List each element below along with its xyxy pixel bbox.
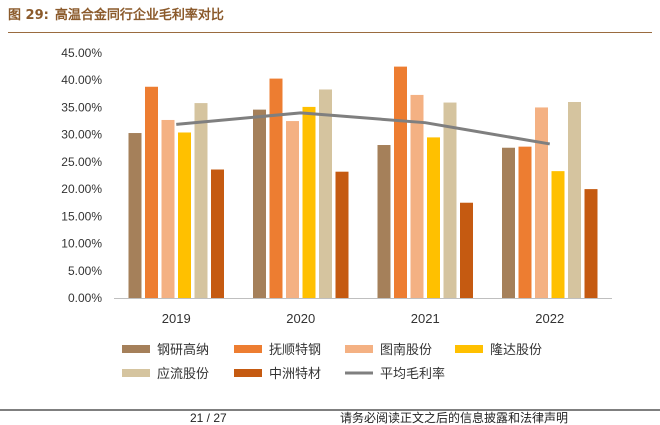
bar-2020-抚顺特钢 — [270, 79, 283, 298]
bar-2019-图南股份 — [162, 120, 175, 298]
bar-2022-隆达股份 — [552, 171, 565, 298]
y-tick-label: 10.00% — [61, 237, 102, 251]
legend-swatch — [234, 345, 262, 353]
bar-2020-隆达股份 — [303, 107, 316, 298]
y-tick-label: 35.00% — [61, 100, 102, 114]
x-category-label: 2021 — [411, 311, 440, 326]
legend-label: 图南股份 — [380, 342, 432, 358]
legend-label: 隆达股份 — [490, 343, 542, 358]
y-tick-label: 40.00% — [61, 73, 102, 87]
y-tick-label: 45.00% — [61, 46, 102, 60]
y-tick-label: 0.00% — [68, 291, 102, 305]
bar-2020-中洲特材 — [336, 172, 349, 298]
bar-2019-隆达股份 — [178, 132, 191, 298]
bar-2021-钢研高纳 — [378, 145, 391, 298]
y-tick-label: 5.00% — [68, 264, 102, 278]
x-category-label: 2022 — [535, 311, 564, 326]
bar-2022-图南股份 — [535, 107, 548, 298]
y-tick-label: 25.00% — [61, 155, 102, 169]
legend-label: 应流股份 — [157, 366, 209, 382]
x-category-label: 2019 — [162, 311, 191, 326]
bar-2021-中洲特材 — [460, 203, 473, 298]
bar-2019-中洲特材 — [211, 170, 224, 298]
legend-label: 中洲特材 — [269, 367, 321, 382]
bar-2022-钢研高纳 — [502, 148, 515, 298]
x-category-label: 2020 — [286, 311, 315, 326]
legend-swatch — [122, 369, 150, 377]
bar-2021-抚顺特钢 — [394, 67, 407, 298]
bar-2022-中洲特材 — [585, 189, 598, 298]
bar-2021-应流股份 — [444, 103, 457, 298]
disclaimer-text: 请务必阅读正文之后的信息披露和法律声明 — [340, 411, 568, 425]
bar-2021-图南股份 — [411, 95, 424, 298]
y-tick-label: 30.00% — [61, 128, 102, 142]
bar-2019-钢研高纳 — [129, 133, 142, 298]
bar-2020-图南股份 — [286, 121, 299, 298]
bar-2020-钢研高纳 — [253, 110, 266, 298]
y-tick-label: 15.00% — [61, 209, 102, 223]
legend-label: 平均毛利率 — [380, 366, 445, 382]
legend-label: 抚顺特钢 — [269, 343, 321, 358]
bar-2022-抚顺特钢 — [519, 147, 532, 298]
page-number: 21 / 27 — [190, 411, 227, 425]
legend-swatch — [345, 345, 373, 353]
legend-swatch — [455, 345, 483, 353]
line-average-margin — [176, 113, 550, 144]
legend-swatch — [234, 369, 262, 377]
legend-swatch — [122, 345, 150, 353]
bar-2021-隆达股份 — [427, 137, 440, 298]
bar-2020-应流股份 — [319, 89, 332, 298]
bar-2022-应流股份 — [568, 102, 581, 298]
bar-2019-抚顺特钢 — [145, 87, 158, 298]
legend-label: 钢研高纳 — [157, 342, 209, 358]
y-tick-label: 20.00% — [61, 182, 102, 196]
bar-2019-应流股份 — [195, 103, 208, 298]
